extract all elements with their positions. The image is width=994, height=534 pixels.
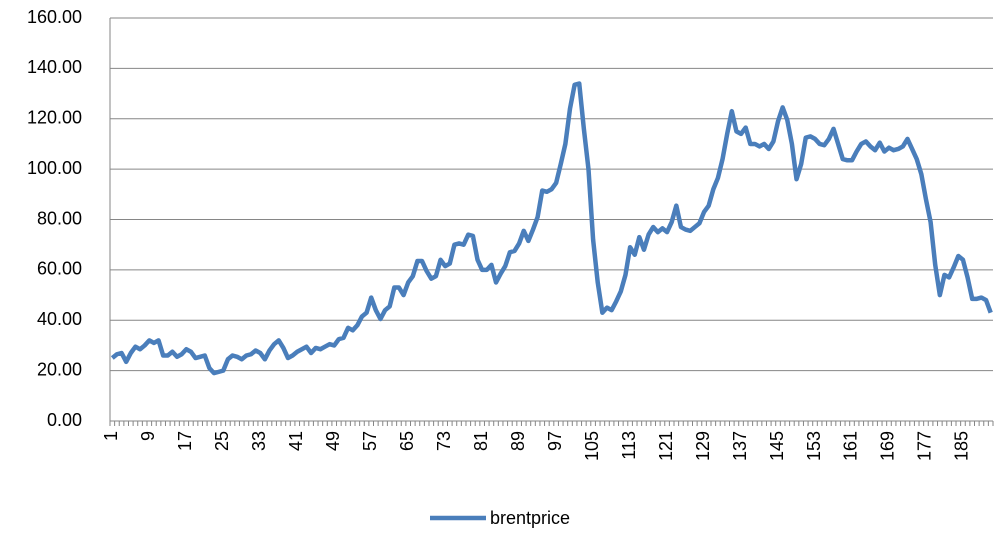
x-tick-label: 81 xyxy=(471,431,491,451)
x-tick-label: 17 xyxy=(175,431,195,451)
y-tick-label: 0.00 xyxy=(47,410,82,430)
y-tick-label: 60.00 xyxy=(37,259,82,279)
x-tick-label: 73 xyxy=(434,431,454,451)
line-series xyxy=(110,81,993,376)
x-tick-label: 41 xyxy=(286,431,306,451)
y-tick-label: 40.00 xyxy=(37,309,82,329)
x-tick-label: 121 xyxy=(656,431,676,461)
x-tick-label: 169 xyxy=(878,431,898,461)
y-tick-label: 20.00 xyxy=(37,359,82,379)
x-tick-label: 89 xyxy=(508,431,528,451)
y-tick-label: 160.00 xyxy=(27,7,82,27)
x-tick-label: 153 xyxy=(804,431,824,461)
y-tick-label: 120.00 xyxy=(27,108,82,128)
x-tick-label: 33 xyxy=(249,431,269,451)
x-tick-label: 137 xyxy=(730,431,750,461)
x-tick-label: 97 xyxy=(545,431,565,451)
x-tick-label: 113 xyxy=(619,431,639,460)
x-tick-label: 129 xyxy=(693,431,713,461)
x-tick-label: 177 xyxy=(915,431,935,461)
x-tick-label: 65 xyxy=(397,431,417,451)
legend-label: brentprice xyxy=(490,508,570,528)
y-tick-label: 140.00 xyxy=(27,57,82,77)
y-tick-label: 100.00 xyxy=(27,158,82,178)
x-tick-label: 49 xyxy=(323,431,343,451)
x-tick-label: 1 xyxy=(101,431,121,441)
x-tick-label: 145 xyxy=(767,431,787,461)
x-tick-label: 161 xyxy=(841,431,861,461)
y-tick-label: 80.00 xyxy=(37,208,82,228)
x-tick-label: 105 xyxy=(582,431,602,461)
x-tick-label: 9 xyxy=(138,431,158,441)
x-tick-label: 57 xyxy=(360,431,380,451)
x-tick-label: 185 xyxy=(952,431,972,461)
x-tick-label: 25 xyxy=(212,431,232,451)
